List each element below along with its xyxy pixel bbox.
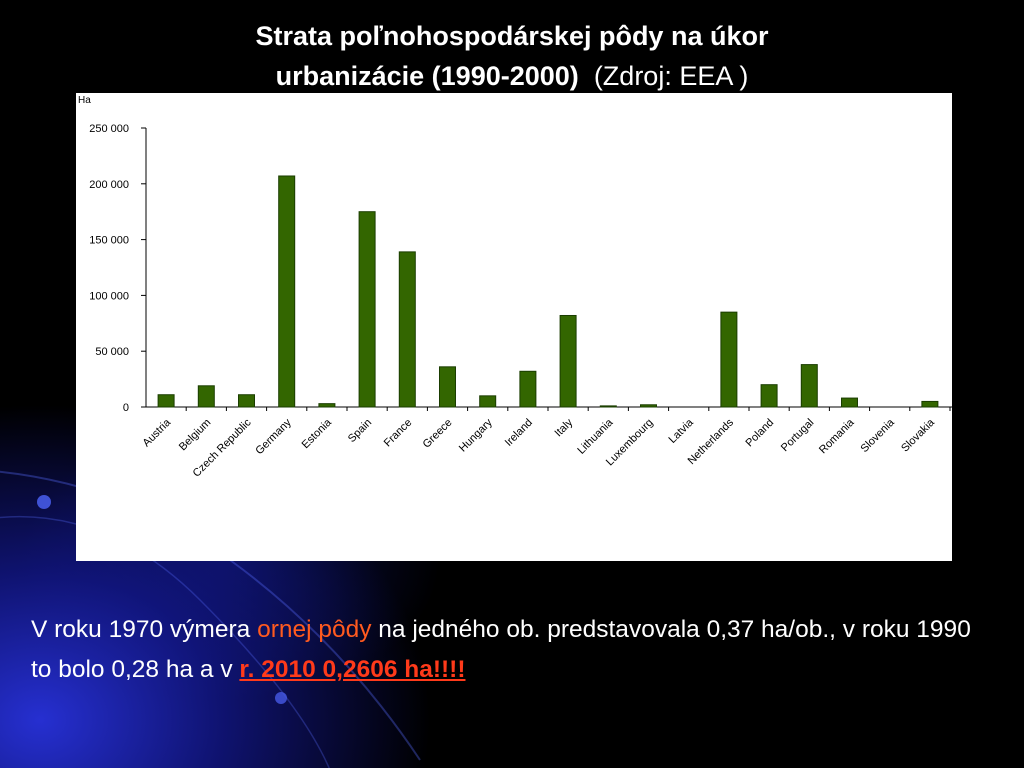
body-text: V roku 1970 výmera ornej pôdy na jedného… bbox=[31, 610, 991, 690]
slide-title: Strata poľnohospodárskej pôdy na úkor ur… bbox=[0, 16, 1024, 96]
text-highlight-arable-land: ornej pôdy bbox=[257, 616, 372, 643]
bar-france bbox=[398, 251, 416, 408]
text-part-2: na jedného ob. predstavovala 0,37 ha/ob.… bbox=[31, 616, 971, 683]
x-tick-label: Slovenia bbox=[858, 416, 897, 455]
bar-germany bbox=[278, 175, 296, 408]
x-tick-label: Belgium bbox=[177, 417, 214, 454]
chart-panel: Ha 0 50 000 100 000 150 000 200 000 250 000 Aus… bbox=[76, 93, 952, 561]
text-part-1: V roku 1970 výmera bbox=[31, 616, 258, 643]
title-line-1: Strata poľnohospodárskej pôdy na úkor bbox=[255, 21, 769, 51]
x-tick-label: Hungary bbox=[457, 416, 495, 454]
bar-austria bbox=[157, 394, 175, 408]
title-years: urbanizácie (1990-2000) bbox=[275, 61, 579, 91]
text-highlight-2010: r. 2010 0,2606 ha!!!! bbox=[239, 656, 466, 683]
x-tick-label: Spain bbox=[346, 417, 374, 445]
y-tick-label: 100 000 bbox=[89, 290, 129, 302]
x-tick-label: Italy bbox=[552, 416, 575, 439]
bar-slovakia bbox=[921, 400, 939, 408]
x-tick-label: Ireland bbox=[503, 417, 535, 449]
bar-lithuania bbox=[599, 405, 617, 408]
bar-greece bbox=[438, 366, 456, 408]
bar-chart: Ha 0 50 000 100 000 150 000 200 000 250 000 Aus… bbox=[78, 95, 952, 480]
x-tick-label: Greece bbox=[421, 417, 455, 451]
x-tick-label: France bbox=[382, 417, 415, 450]
x-tick-label: Germany bbox=[253, 416, 294, 457]
x-tick-label: Latvia bbox=[667, 416, 697, 446]
x-tick-label: Romania bbox=[817, 416, 857, 456]
bar-italy bbox=[559, 314, 577, 408]
x-tick-label: Slovakia bbox=[899, 416, 938, 455]
x-tick-label: Austria bbox=[141, 416, 174, 449]
y-tick-label: 50 000 bbox=[95, 346, 129, 358]
bar-ireland bbox=[519, 370, 537, 408]
y-tick-label: 250 000 bbox=[89, 123, 129, 135]
bar-czech-republic bbox=[237, 394, 255, 408]
title-line-2: urbanizácie (1990-2000) (Zdroj: EEA ) bbox=[0, 56, 1024, 96]
bar-poland bbox=[760, 384, 778, 408]
bar-luxembourg bbox=[639, 404, 657, 408]
y-tick-label: 0 bbox=[123, 402, 129, 414]
bar-hungary bbox=[479, 395, 497, 408]
bar-estonia bbox=[318, 403, 336, 408]
title-source: (Zdroj: EEA ) bbox=[593, 61, 749, 91]
y-axis-unit-label: Ha bbox=[78, 95, 91, 106]
bar-belgium bbox=[197, 385, 215, 408]
bar-romania bbox=[840, 397, 858, 408]
bar-spain bbox=[358, 211, 376, 408]
y-tick-label: 150 000 bbox=[89, 235, 129, 247]
x-tick-label: Poland bbox=[743, 417, 776, 450]
x-tick-label: Estonia bbox=[300, 416, 335, 451]
y-tick-label: 200 000 bbox=[89, 179, 129, 191]
x-tick-label: Lithuania bbox=[575, 416, 616, 457]
x-tick-label: Portugal bbox=[779, 417, 816, 454]
bar-netherlands bbox=[720, 311, 738, 408]
bar-portugal bbox=[800, 364, 818, 408]
